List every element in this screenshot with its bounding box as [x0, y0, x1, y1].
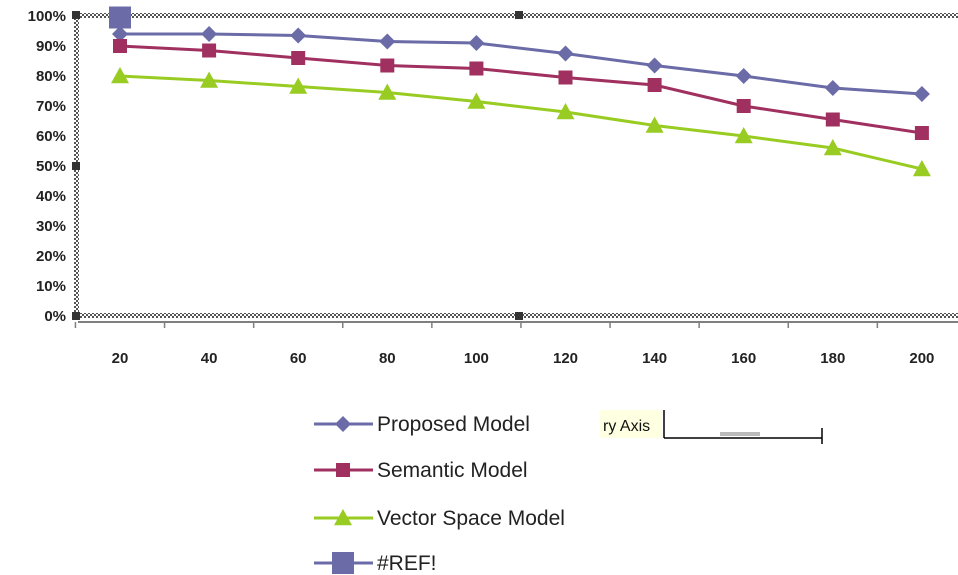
series-3	[109, 6, 131, 29]
x-tick-label: 180	[820, 350, 845, 367]
data-point[interactable]	[200, 71, 219, 88]
data-point[interactable]	[469, 61, 484, 76]
y-tick-label: 0%	[44, 308, 66, 325]
data-point[interactable]	[735, 68, 752, 84]
y-tick-label: 60%	[36, 128, 66, 145]
data-point[interactable]	[290, 27, 307, 44]
axis-tooltip: ry Axis	[600, 410, 823, 444]
legend-entry[interactable]: Vector Space Model	[314, 507, 565, 530]
x-tick-label: 200	[909, 350, 934, 367]
data-point[interactable]	[113, 39, 127, 53]
series-line[interactable]	[120, 32, 923, 96]
data-point[interactable]	[645, 116, 664, 133]
y-tick-label: 20%	[36, 248, 66, 265]
x-tick-label: 120	[553, 350, 578, 367]
data-point[interactable]	[467, 92, 486, 109]
data-point[interactable]	[557, 45, 574, 62]
legend-marker[interactable]	[335, 416, 351, 432]
data-point[interactable]	[914, 126, 929, 140]
data-point[interactable]	[824, 80, 841, 96]
legend-label: Vector Space Model	[377, 507, 565, 530]
handle-top-left[interactable]	[72, 11, 80, 19]
data-point[interactable]	[111, 67, 129, 84]
data-point[interactable]	[913, 86, 930, 102]
legend-label: Semantic Model	[377, 459, 528, 482]
handle-bottom-left[interactable]	[72, 312, 80, 320]
legend-entry[interactable]: Semantic Model	[314, 459, 528, 482]
data-point[interactable]	[109, 6, 131, 29]
y-tick-label: 80%	[36, 68, 66, 85]
legend-marker[interactable]	[332, 552, 354, 574]
tooltip-box	[600, 410, 662, 438]
y-tick-label: 70%	[36, 98, 66, 115]
data-point[interactable]	[380, 58, 395, 73]
series-0	[112, 26, 930, 102]
x-tick-label: 40	[201, 350, 218, 367]
tooltip-label: ry Axis	[603, 418, 650, 435]
legend-marker[interactable]	[334, 509, 352, 526]
handle-left-mid[interactable]	[72, 162, 80, 170]
y-tick-label: 100%	[28, 8, 66, 25]
y-tick-label: 50%	[36, 158, 66, 175]
legend-label: Proposed Model	[377, 413, 530, 436]
y-tick-label: 90%	[36, 38, 66, 55]
data-point[interactable]	[202, 43, 217, 58]
series-layer	[109, 6, 931, 177]
data-point[interactable]	[912, 160, 931, 177]
x-axis-ticks: 20 40 60 80 100 120 140 160 180 200	[74, 322, 934, 367]
legend-entry[interactable]: #REF!	[314, 552, 437, 575]
x-tick-label: 140	[642, 350, 667, 367]
data-point[interactable]	[378, 83, 397, 100]
data-point[interactable]	[112, 26, 128, 42]
handle-top-mid[interactable]	[515, 11, 523, 19]
legend[interactable]: Proposed Model Semantic Model Vector Space…	[314, 413, 565, 575]
data-point[interactable]	[201, 26, 218, 42]
legend-entry[interactable]: Proposed Model	[314, 413, 530, 436]
x-tick-label: 100	[464, 350, 489, 367]
data-point[interactable]	[647, 78, 662, 92]
x-tick-label: 60	[290, 350, 307, 367]
data-point[interactable]	[736, 99, 751, 113]
y-tick-label: 30%	[36, 218, 66, 235]
data-point[interactable]	[558, 70, 573, 85]
series-1	[113, 39, 929, 140]
data-point[interactable]	[823, 139, 842, 156]
x-tick-label: 20	[112, 350, 129, 367]
series-line[interactable]	[119, 44, 923, 135]
data-point[interactable]	[379, 33, 396, 50]
data-point[interactable]	[556, 103, 575, 120]
data-point[interactable]	[291, 51, 306, 65]
legend-label: #REF!	[377, 552, 437, 575]
y-tick-label: 10%	[36, 278, 66, 295]
data-point[interactable]	[646, 57, 663, 74]
y-tick-label: 40%	[36, 188, 66, 205]
y-axis-ticks: 0% 10% 20% 30% 40% 50% 60% 70% 80% 90% 100%	[28, 8, 66, 325]
series-line[interactable]	[119, 74, 923, 171]
x-tick-label: 160	[731, 350, 756, 367]
x-tick-label: 80	[379, 350, 396, 367]
handle-bottom-mid[interactable]	[515, 312, 523, 320]
data-point[interactable]	[734, 127, 753, 144]
data-point[interactable]	[825, 112, 840, 127]
legend-marker[interactable]	[336, 463, 350, 477]
series-2	[111, 67, 931, 177]
tooltip-ghost-text	[720, 432, 760, 436]
data-point[interactable]	[468, 35, 485, 51]
data-point[interactable]	[289, 77, 308, 94]
